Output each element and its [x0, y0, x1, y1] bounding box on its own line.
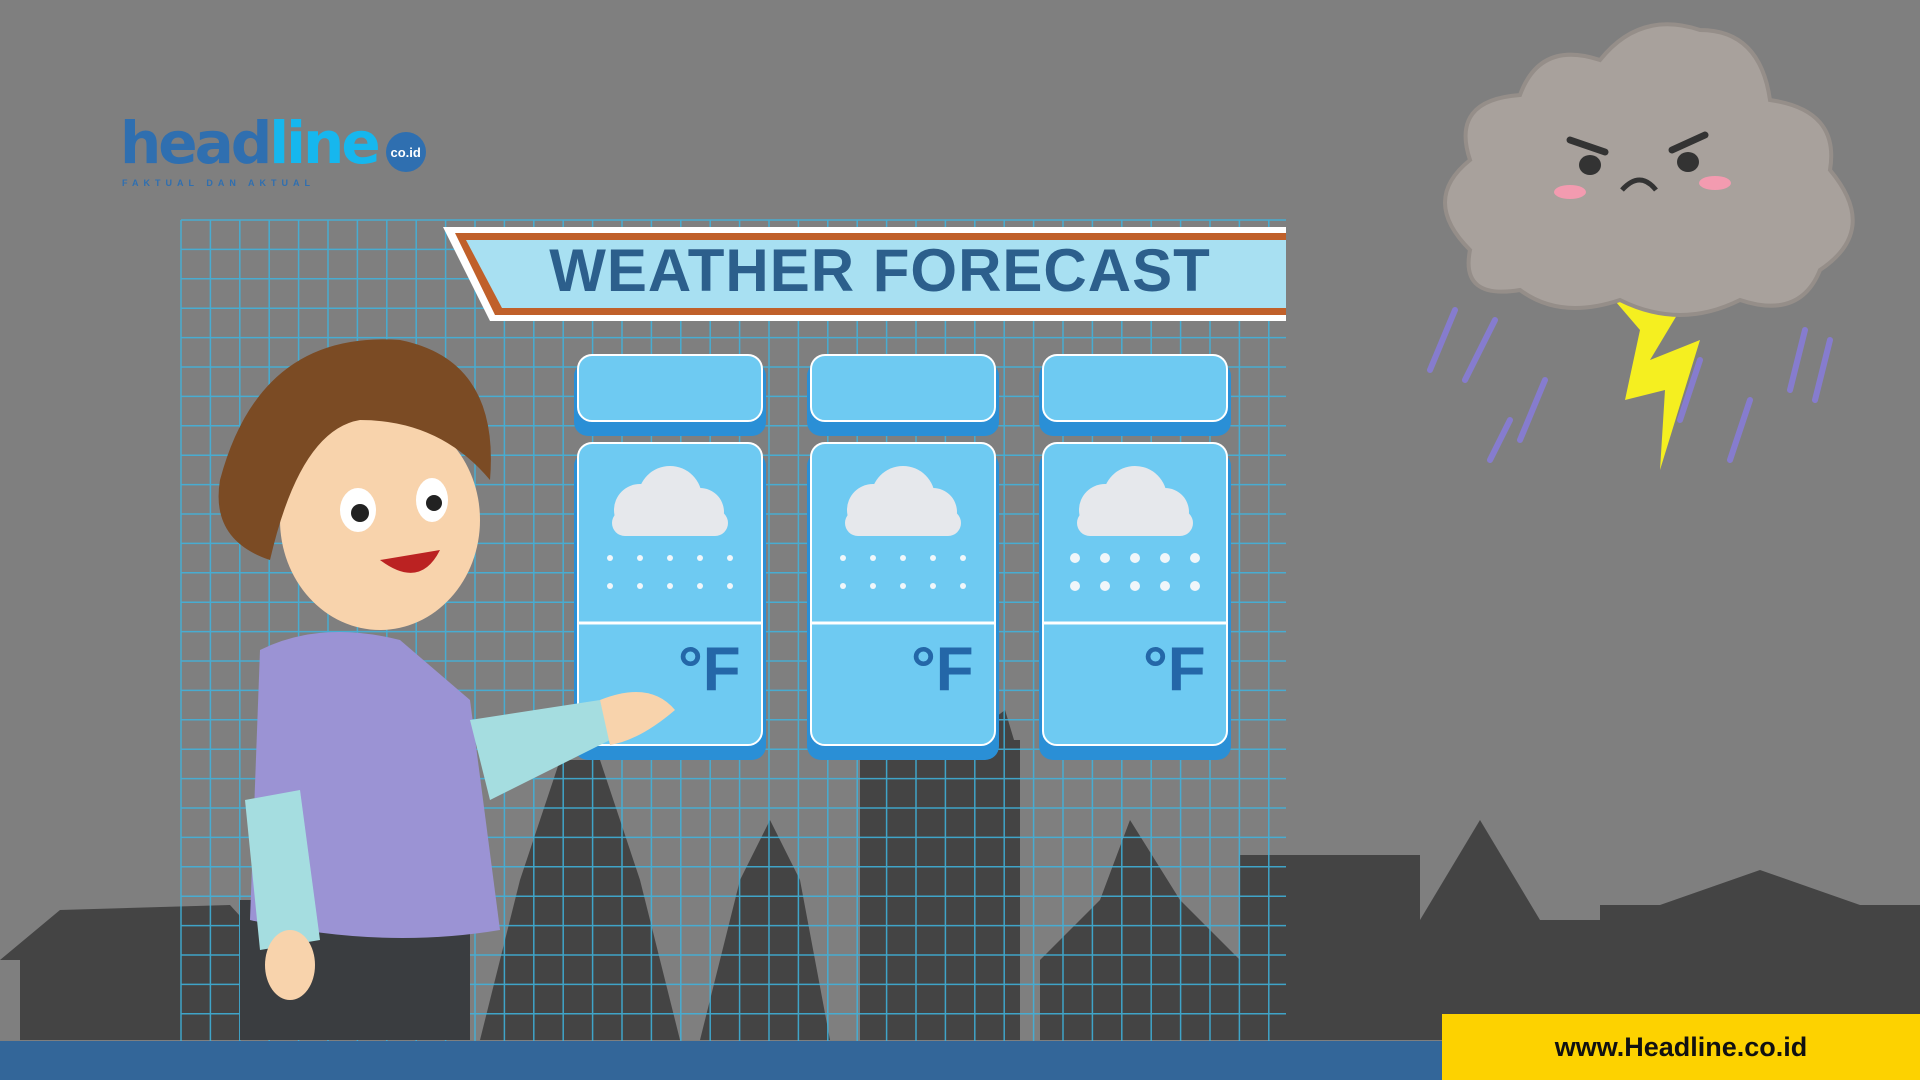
cloud-wind-snow-icon — [840, 466, 966, 589]
logo-text-line: line — [269, 109, 380, 177]
logo-text-head: head — [120, 109, 272, 177]
logo-badge: co.id — [385, 132, 426, 172]
card-1-unit: °F — [678, 635, 741, 704]
banner — [443, 227, 1286, 321]
cloud-hail-icon — [1070, 466, 1200, 591]
footer-bar — [0, 1041, 1442, 1080]
forecast-card-1 — [574, 354, 766, 760]
card-2-unit: °F — [911, 635, 974, 704]
angry-storm-cloud — [1427, 22, 1855, 470]
footer-url[interactable]: www.Headline.co.id — [1442, 1014, 1920, 1080]
forecast-card-2 — [807, 354, 999, 760]
forecast-card-3 — [1039, 354, 1231, 760]
logo-tagline: FAKTUAL DAN AKTUAL — [122, 178, 315, 188]
cloud-snow-icon — [607, 466, 733, 589]
weather-presenter-boy — [218, 339, 675, 1040]
card-3-unit: °F — [1143, 635, 1206, 704]
headline-logo[interactable]: headline co.id FAKTUAL DAN AKTUAL — [120, 112, 426, 189]
banner-title: WEATHER FORECAST — [549, 237, 1211, 304]
